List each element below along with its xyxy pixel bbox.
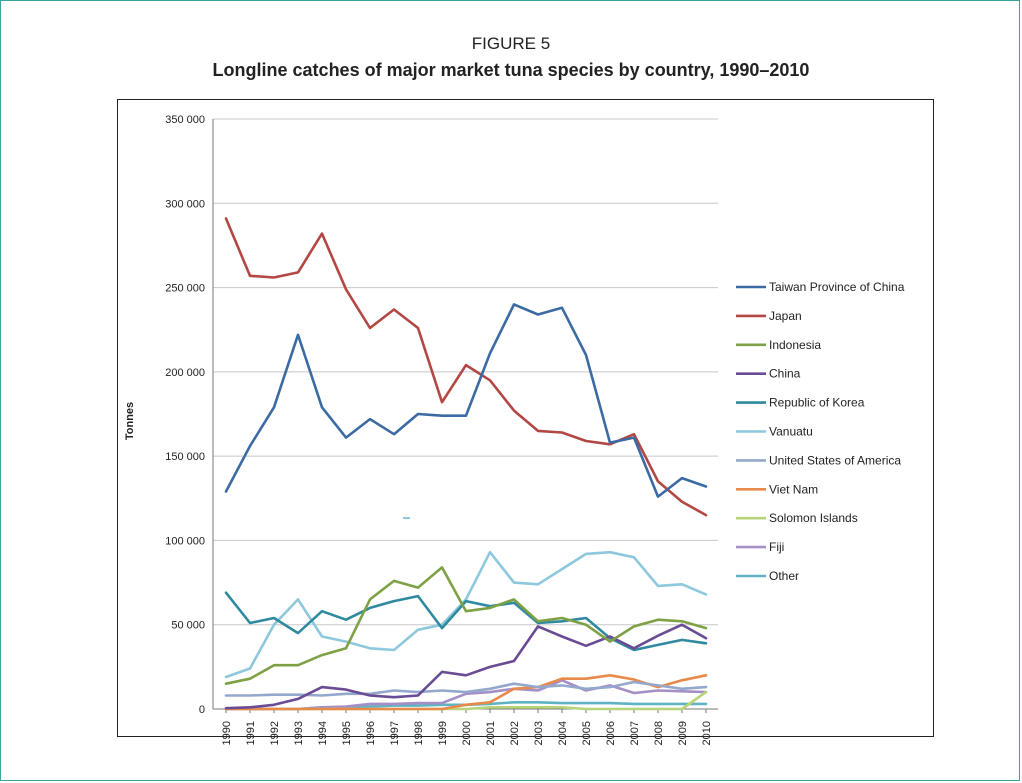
y-tick-label: 150 000 <box>165 451 205 463</box>
x-tick-label: 1993 <box>293 721 305 745</box>
legend-entry: Indonesia <box>769 338 821 352</box>
x-tick-label: 2007 <box>629 721 641 745</box>
legend-entry: China <box>769 367 801 381</box>
y-tick-label: 350 000 <box>165 114 205 126</box>
y-axis-ticks: 0 50 000 100 000 150 000 200 000 250 000 300 0… <box>165 114 205 716</box>
x-tick-label: 2006 <box>605 721 617 745</box>
y-tick-label: 100 000 <box>165 535 205 547</box>
x-axis-ticks: 1990 1991 1992 1993 1994 1995 1996 1997 1998 1999… <box>221 709 713 745</box>
x-tick-label: 1990 <box>221 721 233 745</box>
x-tick-label: 1997 <box>389 721 401 745</box>
series-line <box>224 673 708 711</box>
x-tick-label: 2010 <box>701 721 713 745</box>
series-line <box>224 623 708 710</box>
figure-title: Longline catches of major market tuna sp… <box>212 60 810 80</box>
x-tick-label: 1991 <box>245 721 257 745</box>
x-tick-label: 1995 <box>341 721 353 745</box>
x-tick-label: 1992 <box>269 721 281 745</box>
legend-entry: Republic of Korea <box>769 396 865 410</box>
chart-area <box>117 99 934 737</box>
x-tick-label: 2002 <box>509 721 521 745</box>
legend-entry: United States of America <box>769 453 901 467</box>
legend-entry: Solomon Islands <box>769 511 858 525</box>
x-tick-label: 1998 <box>413 721 425 745</box>
gridlines <box>212 118 718 710</box>
series-lines <box>224 217 708 711</box>
legend-entry: Fiji <box>769 540 784 554</box>
x-tick-label: 2005 <box>581 721 593 745</box>
legend-entry: Japan <box>769 309 802 323</box>
series-line <box>224 566 708 686</box>
y-axis-label: Tonnes <box>124 402 136 440</box>
y-tick-label: 0 <box>199 704 205 716</box>
x-tick-label: 2004 <box>557 721 569 745</box>
legend: Taiwan Province of China Japan Indonesia Ch… <box>736 280 905 583</box>
x-tick-label: 1994 <box>317 721 329 745</box>
legend-entry: Taiwan Province of China <box>769 280 905 294</box>
x-tick-label: 2008 <box>653 721 665 745</box>
x-tick-label: 2001 <box>485 721 497 745</box>
stray-mark <box>403 517 410 519</box>
legend-entry: Viet Nam <box>769 482 818 496</box>
y-tick-label: 250 000 <box>165 283 205 295</box>
x-tick-label: 1996 <box>365 721 377 745</box>
series-line <box>224 303 708 498</box>
x-tick-label: 2003 <box>533 721 545 745</box>
legend-entry: Vanuatu <box>769 425 813 439</box>
y-tick-label: 300 000 <box>165 198 205 210</box>
x-tick-label: 2000 <box>461 721 473 745</box>
y-tick-label: 50 000 <box>171 620 205 632</box>
figure-label: FIGURE 5 <box>471 34 551 53</box>
legend-entry: Other <box>769 569 799 583</box>
series-line <box>224 591 708 652</box>
series-line <box>224 550 708 679</box>
x-tick-label: 2009 <box>677 721 689 745</box>
y-tick-label: 200 000 <box>165 367 205 379</box>
series-line <box>224 217 708 517</box>
x-tick-label: 1999 <box>437 721 449 745</box>
